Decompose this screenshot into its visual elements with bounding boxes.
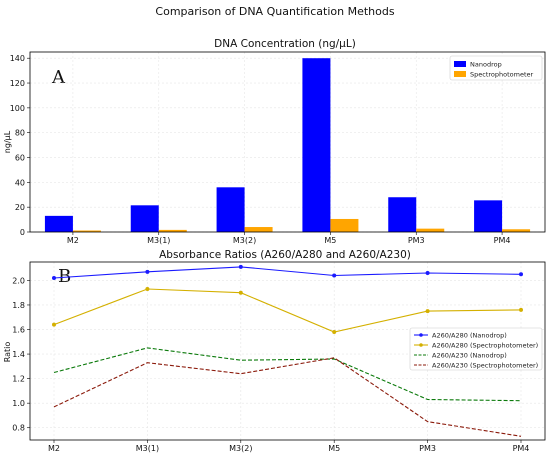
chart-b-xtick-label: M5 <box>328 444 340 453</box>
chart-b-line-a280-spectrophotometer-point <box>519 307 523 312</box>
chart-b-legend-box <box>409 327 543 371</box>
chart-a-bar-nanodrop <box>388 197 417 232</box>
chart-b-ytick-label: 1.4 <box>12 350 25 359</box>
chart-b-ytick-label: 0.8 <box>12 424 25 433</box>
chart-a-legend-box <box>449 55 543 81</box>
chart-b-xtick-label: M3(1) <box>136 444 159 453</box>
figure-title: Comparison of DNA Quantification Methods <box>155 5 394 18</box>
chart-b-legend-label: A260/A280 (Nanodrop) <box>432 331 507 339</box>
chart-a-bar-nanodrop <box>474 200 503 232</box>
chart-a-xtick-label: M3(1) <box>147 236 170 245</box>
chart-b-xtick-label: M2 <box>48 444 60 453</box>
chart-b-line-a230-spectrophotometer <box>53 357 522 437</box>
chart-a-xtick-label: M5 <box>324 236 336 245</box>
chart-b-xtick-label: PM4 <box>513 444 530 453</box>
chart-b-line-a280-spectrophotometer-point <box>425 309 430 314</box>
chart-a-frame <box>29 51 546 233</box>
chart-b-legend-marker <box>419 343 423 347</box>
chart-a-xtick-label: PM3 <box>408 236 425 245</box>
chart-b-line-a280-spectrophotometer <box>53 288 522 333</box>
chart-b-panel-label: B <box>58 266 71 287</box>
chart-b-frame <box>29 261 546 441</box>
chart-a-bar-spectrophotometer <box>330 218 359 232</box>
chart-b-legend-label: A260/A230 (Spectrophotometer) <box>432 361 538 369</box>
chart-a-bar-spectrophotometer <box>158 229 187 232</box>
chart-a-xtick-label: M3(2) <box>233 236 256 245</box>
chart-a-legend-label: Nanodrop <box>470 61 502 69</box>
chart-a-ytick-label: 140 <box>10 54 25 63</box>
chart-b-line-a280-nanodrop-point <box>145 269 150 274</box>
chart-b-legend-label: A260/A230 (Nanodrop) <box>432 351 507 359</box>
chart-a-bar-spectrophotometer <box>244 227 273 232</box>
chart-a-legend-swatch <box>454 61 466 67</box>
chart-a-panel-label: A <box>51 67 66 88</box>
chart-b-line-a230-nanodrop <box>53 347 522 402</box>
chart-b-legend-marker <box>419 333 423 337</box>
chart-b-ytick-label: 1.8 <box>12 301 25 310</box>
chart-b-ytick-label: 1.0 <box>12 399 25 408</box>
chart-b-xtick-label: M3(2) <box>229 444 252 453</box>
chart-a-ytick-label: 100 <box>10 104 25 113</box>
chart-a: DNA Concentration (ng/µL) A ng/µL 0 20 40 6… <box>3 38 546 245</box>
chart-a-title: DNA Concentration (ng/µL) <box>214 38 356 50</box>
chart-b-line-a280-nanodrop <box>53 266 522 279</box>
chart-a-ytick-label: 0 <box>20 228 25 237</box>
chart-b-ytick-label: 1.6 <box>12 326 25 335</box>
chart-b-line-a280-spectrophotometer-point <box>332 329 337 334</box>
chart-a-bar-spectrophotometer <box>416 228 445 232</box>
chart-b-axes: 0.8 1.0 1.2 1.4 1.6 1.8 2.0 M2 M3(1) M3(2) M5 PM3 PM… <box>12 261 546 453</box>
chart-a-ytick-label: 80 <box>15 129 25 138</box>
chart-b-ytick-label: 1.2 <box>12 375 25 384</box>
chart-a-legend: Nanodrop Spectrophotometer <box>449 55 543 81</box>
chart-b-line-a280-spectrophotometer-point <box>145 287 150 292</box>
chart-a-bar-spectrophotometer <box>72 230 101 232</box>
chart-a-ytick-label: 40 <box>15 178 25 187</box>
chart-b-line-a280-nanodrop-point <box>519 272 523 277</box>
chart-b-ylabel: Ratio <box>3 342 12 363</box>
chart-b-line-a280-nanodrop-point <box>238 264 243 269</box>
chart-b-line-a280-nanodrop-point <box>425 271 430 276</box>
chart-a-legend-swatch <box>454 71 466 77</box>
chart-b-line-a280-spectrophotometer-point <box>238 290 243 295</box>
chart-b-line-a280-nanodrop-point <box>52 275 56 280</box>
chart-b-lines <box>52 264 523 437</box>
chart-b-legend: A260/A280 (Nanodrop) A260/A280 (Spectroph… <box>409 327 543 371</box>
chart-a-xtick-label: M2 <box>67 236 79 245</box>
chart-b-title: Absorbance Ratios (A260/A280 and A260/A2… <box>159 249 411 261</box>
chart-a-xtick-label: PM4 <box>494 236 511 245</box>
chart-a-bar-nanodrop <box>216 187 245 232</box>
chart-a-bar-nanodrop <box>44 215 73 232</box>
chart-a-bars <box>44 58 531 233</box>
chart-a-ytick-label: 120 <box>10 79 25 88</box>
chart-a-legend-label: Spectrophotometer <box>470 71 534 79</box>
chart-a-axes: 0 20 40 60 80 100 120 140 M2 M3(1) M3(2) M5 PM3 PM4 <box>10 51 546 245</box>
chart-b-xtick-label: PM3 <box>419 444 436 453</box>
chart-a-ytick-label: 20 <box>15 203 25 212</box>
chart-b-legend-label: A260/A280 (Spectrophotometer) <box>432 341 538 349</box>
chart-b-line-a280-spectrophotometer-point <box>52 322 56 327</box>
chart-b-ytick-label: 2.0 <box>12 276 25 285</box>
chart-b: Absorbance Ratios (A260/A280 and A260/A2… <box>3 249 546 453</box>
chart-b-line-a280-nanodrop-point <box>332 273 337 278</box>
chart-a-bar-nanodrop <box>130 205 159 232</box>
chart-a-ytick-label: 60 <box>15 154 25 163</box>
chart-a-ylabel: ng/µL <box>3 130 12 153</box>
chart-b-grid <box>30 262 545 440</box>
chart-a-bar-spectrophotometer <box>502 229 531 232</box>
chart-a-bar-nanodrop <box>302 58 331 233</box>
